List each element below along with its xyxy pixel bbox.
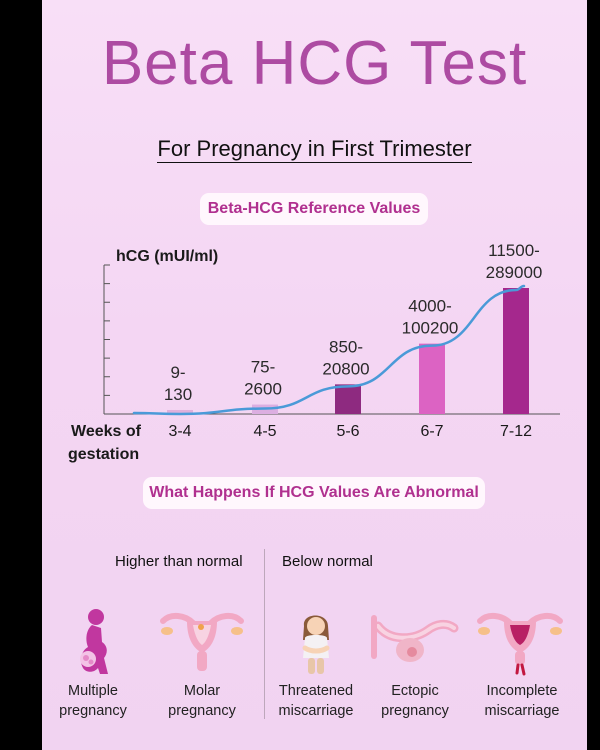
bar-7-12 bbox=[503, 288, 529, 414]
chart-axes: hCG (mUI/ml) Weeks of gestation bbox=[68, 248, 560, 463]
hcg-bar-chart: hCG (mUI/ml) Weeks of gestation 3-4 9- 130 4-… bbox=[68, 241, 560, 463]
trend-line bbox=[132, 284, 526, 416]
x-tick-label: 6-7 bbox=[420, 423, 443, 440]
uterus-bleeding-icon bbox=[477, 613, 563, 676]
x-tick-label: 4-5 bbox=[253, 423, 276, 440]
condition-label-threatened-miscarriage: Threatened miscarriage bbox=[278, 683, 354, 719]
bar-6-7 bbox=[419, 343, 445, 414]
pregnant-woman-icon bbox=[80, 609, 108, 674]
fallopian-tube-icon bbox=[371, 615, 459, 662]
x-tick-label: 3-4 bbox=[168, 423, 191, 440]
condition-label-ectopic-pregnancy: Ectopic pregnancy bbox=[381, 683, 449, 719]
data-label: 11500- bbox=[488, 241, 540, 260]
infographic-card: Beta HCG Test For Pregnancy in First Tri… bbox=[42, 0, 587, 750]
condition-label-molar-pregnancy: Molar pregnancy bbox=[168, 683, 236, 719]
uterus-icon bbox=[160, 613, 244, 671]
data-label: 289000 bbox=[486, 263, 543, 282]
x-tick-label: 7-12 bbox=[500, 423, 532, 440]
data-label: 850- bbox=[329, 337, 363, 356]
data-label: 100200 bbox=[402, 319, 459, 338]
data-label: 20800 bbox=[322, 359, 369, 378]
below-normal-heading: Below normal bbox=[282, 553, 373, 570]
data-label: 4000- bbox=[408, 297, 451, 316]
data-label: 9- bbox=[170, 363, 185, 382]
section-divider bbox=[264, 549, 265, 719]
condition-label-incomplete-miscarriage: Incomplete miscarriage bbox=[484, 683, 560, 719]
abnormal-values-heading: What Happens If HCG Values Are Abnormal bbox=[143, 477, 485, 509]
x-axis-label-line2: gestation bbox=[68, 446, 139, 463]
data-label: 130 bbox=[164, 385, 192, 404]
page-subtitle: For Pregnancy in First Trimester bbox=[42, 136, 587, 163]
woman-abdominal-pain-icon bbox=[302, 615, 330, 674]
y-axis-label: hCG (mUI/ml) bbox=[116, 248, 218, 265]
higher-than-normal-heading: Higher than normal bbox=[115, 553, 243, 570]
x-tick-label: 5-6 bbox=[336, 423, 359, 440]
bar-3-4 bbox=[167, 410, 193, 414]
x-axis-label-line1: Weeks of bbox=[71, 423, 142, 440]
subtitle-text: For Pregnancy in First Trimester bbox=[157, 136, 472, 163]
bar-5-6 bbox=[335, 384, 361, 414]
data-label: 75- bbox=[251, 358, 276, 377]
chart-trend bbox=[132, 284, 526, 416]
data-label: 2600 bbox=[244, 380, 282, 399]
page-title: Beta HCG Test bbox=[101, 29, 528, 98]
chart-labels: 3-4 9- 130 4-5 75- 2600 5-6 850- 20800 6-7 4000- 10… bbox=[164, 241, 543, 440]
condition-label-multiple-pregnancy: Multiple pregnancy bbox=[59, 683, 127, 719]
reference-values-heading: Beta-HCG Reference Values bbox=[200, 193, 428, 225]
